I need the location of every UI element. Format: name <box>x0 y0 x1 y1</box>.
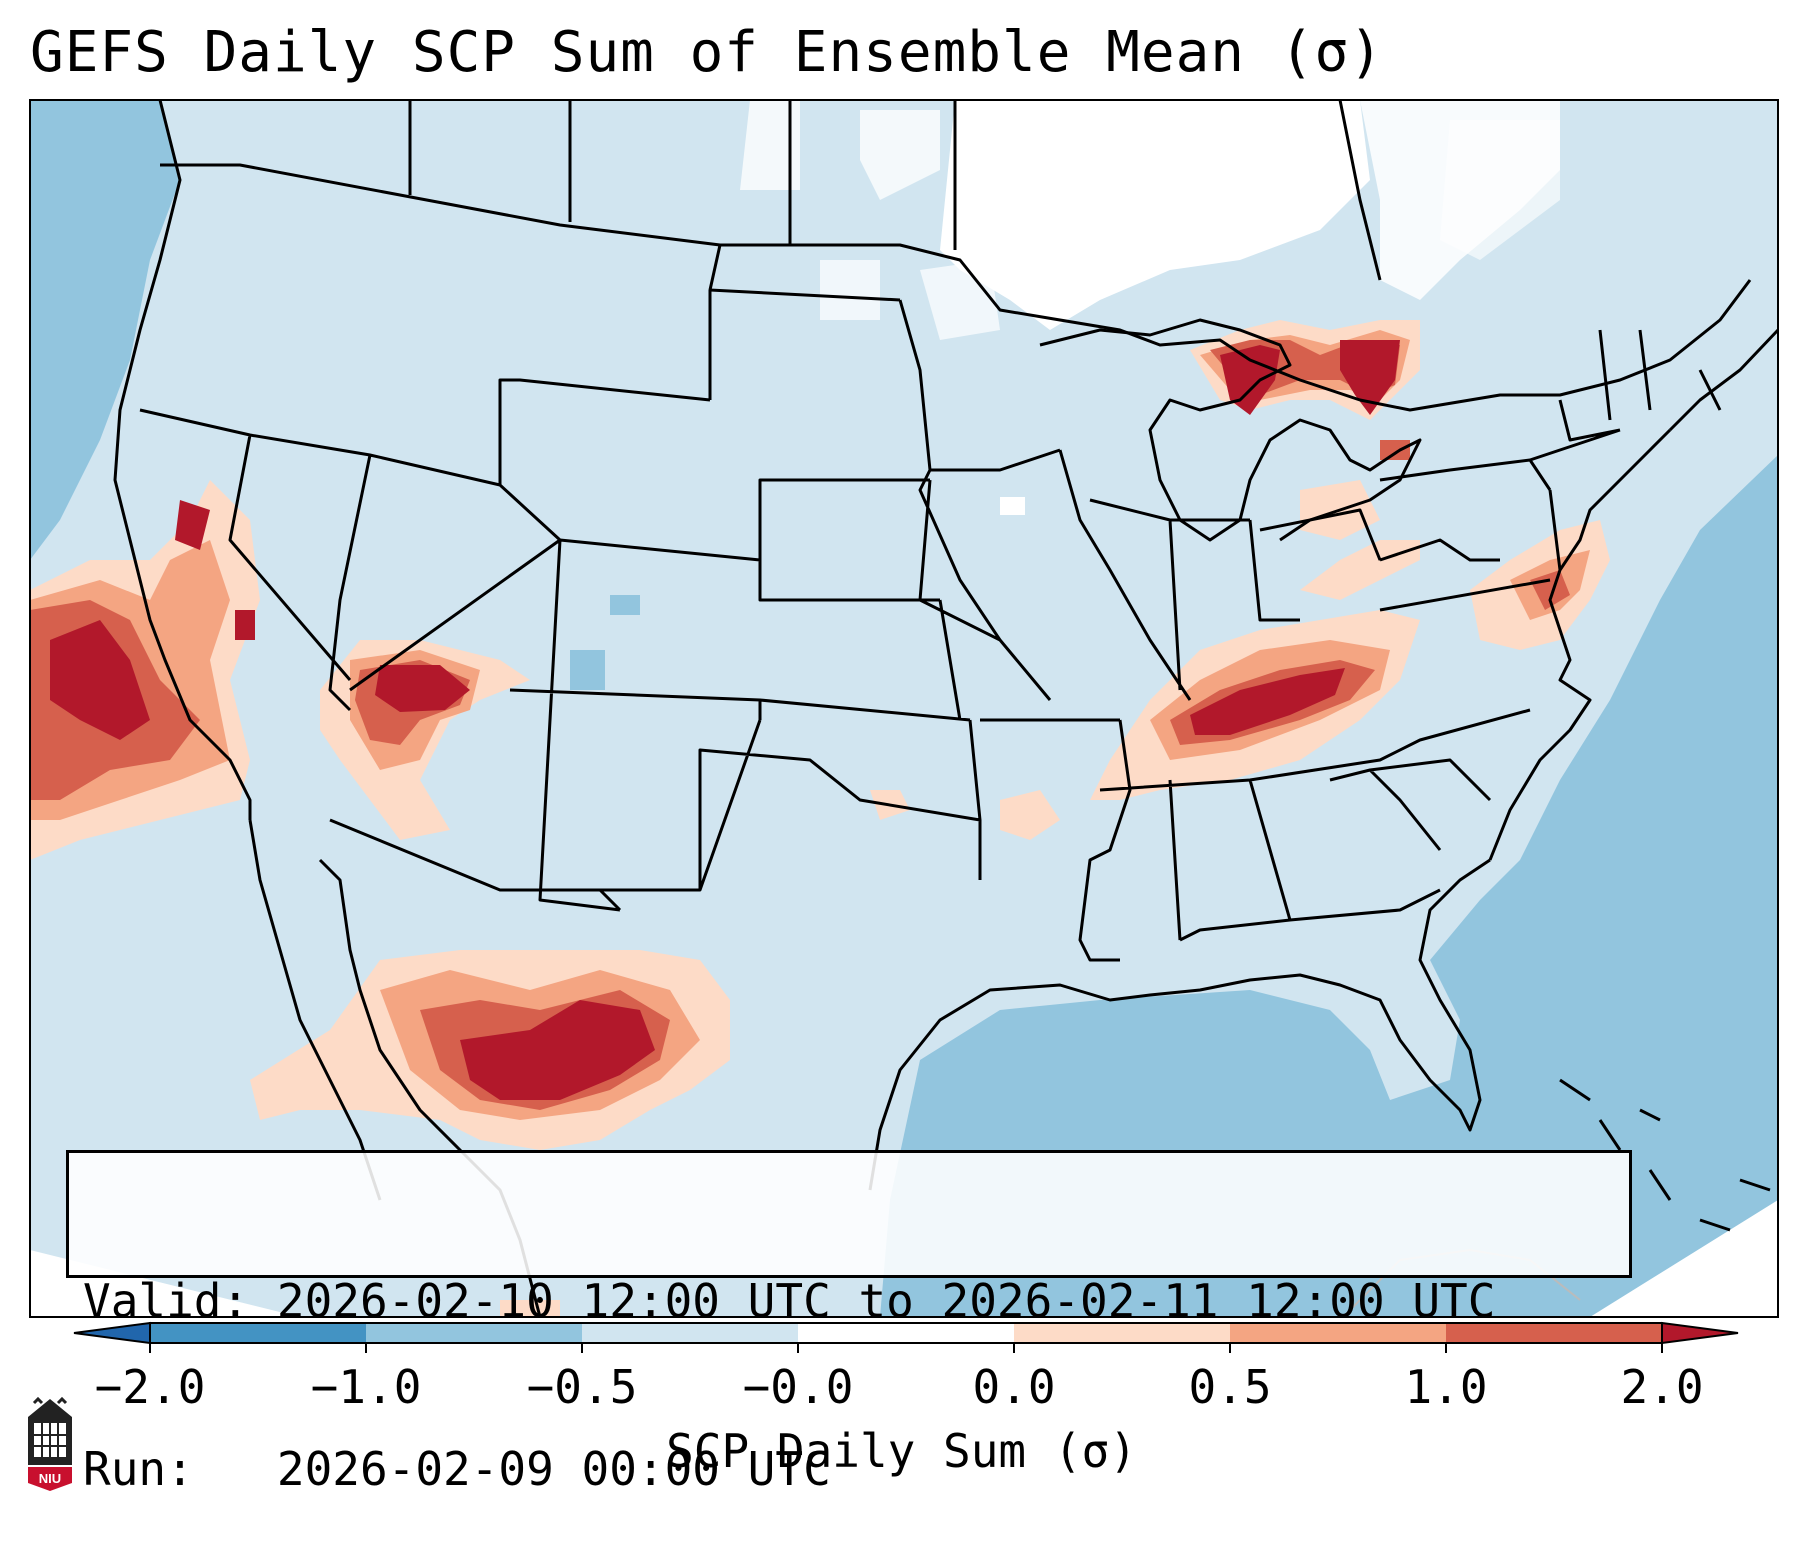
colorbar-tick-label: −0.0 <box>742 1360 854 1414</box>
colorbar-bin <box>582 1323 798 1343</box>
map-title: GEFS Daily SCP Sum of Ensemble Mean (σ) <box>30 20 1384 85</box>
caribbean-islands <box>1559 1078 1771 1232</box>
northeast-coast <box>1668 328 1778 432</box>
colorbar-outline <box>149 1322 1663 1344</box>
gulf-coast <box>868 858 1491 1191</box>
run-label: Run: <box>83 1442 194 1496</box>
colorbar-tick-label: 0.0 <box>972 1360 1056 1414</box>
us-canada-border <box>160 163 1752 412</box>
colorbar-ticks <box>149 1343 1663 1353</box>
great-lakes <box>1039 318 1422 542</box>
anomaly-ohio-valley <box>870 540 1420 840</box>
colorbar <box>73 1321 1739 1353</box>
colorbar-bin <box>798 1323 1014 1343</box>
colorbar-tick-label: 2.0 <box>1620 1360 1704 1414</box>
valid-run-info-box: Valid: 2026-02-10 12:00 UTC to 2026-02-1… <box>66 1150 1632 1496</box>
anomaly-california <box>30 480 260 860</box>
valid-value: 2026-02-10 12:00 UTC to 2026-02-11 12:00… <box>276 1274 1496 1328</box>
run-line: Run: 2026-02-09 00:00 UTC <box>83 1441 1615 1497</box>
canada-provinces <box>408 100 1382 281</box>
boundaries <box>113 100 1778 1317</box>
map-frame <box>29 99 1779 1318</box>
anomaly-mexico <box>250 950 730 1317</box>
run-value: 2026-02-09 00:00 UTC <box>276 1442 831 1496</box>
colorbar-tick-label: −1.0 <box>310 1360 422 1414</box>
colorbar-bin <box>150 1323 366 1343</box>
anomaly-southwest <box>320 640 530 840</box>
mexico-coast-west <box>248 819 382 1201</box>
white-corner-se <box>1590 1200 1778 1317</box>
pacific-ocean-field <box>30 100 180 560</box>
map-figure <box>29 99 1779 1353</box>
colorbar-label: SCP Daily Sum (σ) <box>666 1424 1137 1478</box>
valid-line: Valid: 2026-02-10 12:00 UTC to 2026-02-1… <box>83 1273 1615 1329</box>
east-coast <box>1488 428 1672 861</box>
colorbar-bin <box>366 1323 582 1343</box>
scp-field <box>30 100 1778 1317</box>
colorbar-bin <box>1014 1323 1230 1343</box>
svg-text:NIU: NIU <box>39 1471 61 1486</box>
west-coastline <box>113 100 252 820</box>
colorbar-extend-max <box>1661 1321 1739 1345</box>
colorbar-tick-label: −0.5 <box>526 1360 638 1414</box>
state-lines <box>139 244 1722 962</box>
colorbar-tick-label: 1.0 <box>1404 1360 1488 1414</box>
anomaly-mid-atlantic <box>1470 520 1610 650</box>
colorbar-bin <box>1230 1323 1446 1343</box>
white-region-canada <box>940 100 1370 330</box>
colorbar-tick-label: −2.0 <box>94 1360 206 1414</box>
gulf-atlantic-field <box>880 455 1778 1317</box>
colorbar-bin <box>1446 1323 1662 1343</box>
niu-logo: NIU <box>28 1396 72 1491</box>
valid-label: Valid: <box>83 1274 250 1328</box>
colorbar-tick-label: 0.5 <box>1188 1360 1272 1414</box>
